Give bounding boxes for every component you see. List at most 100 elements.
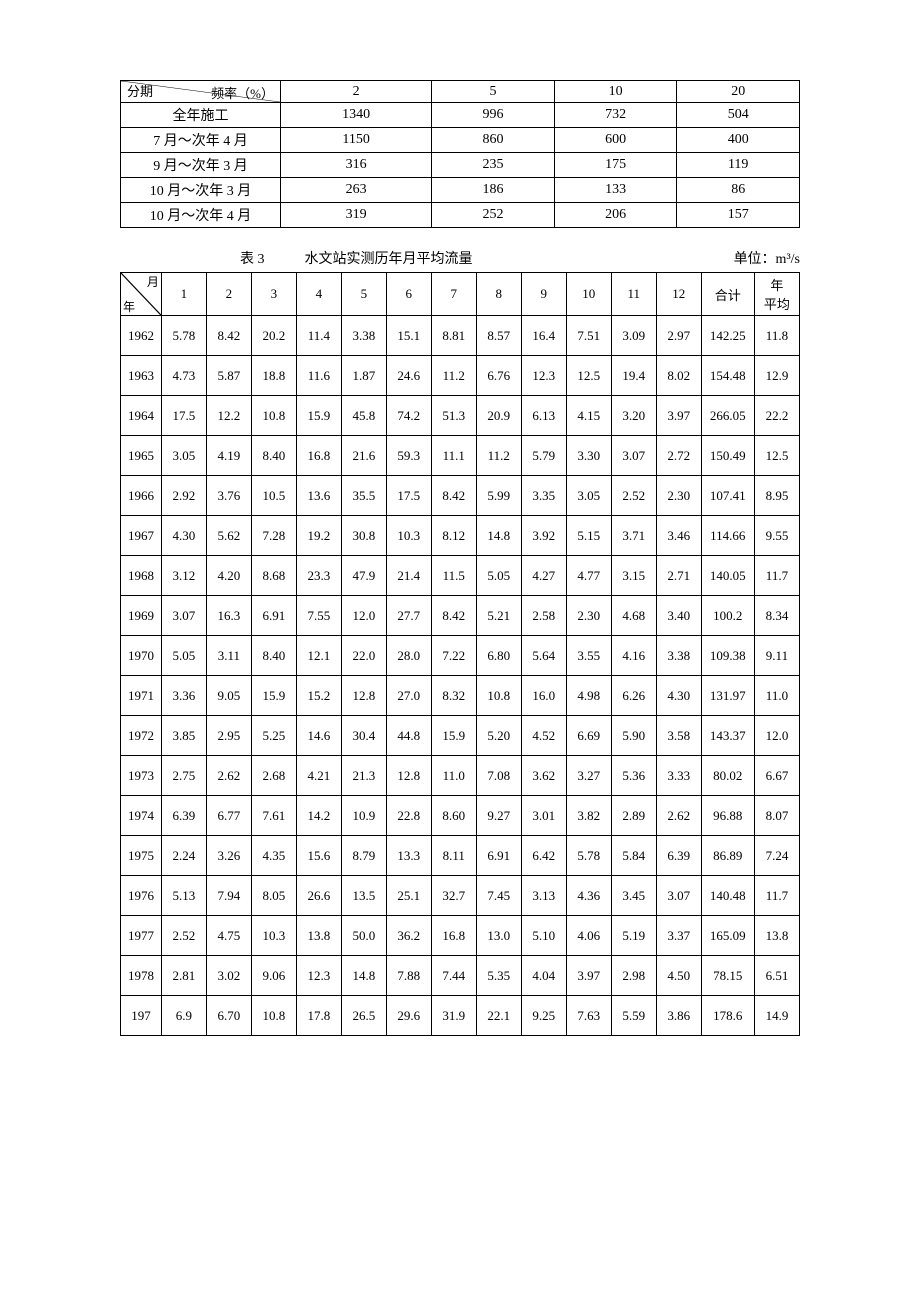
freq-value: 133 (554, 178, 677, 203)
flow-cell: 21.3 (341, 756, 386, 796)
flow-cell: 22.1 (476, 996, 521, 1036)
sum-cell: 96.88 (701, 796, 754, 836)
year-cell: 1975 (121, 836, 162, 876)
month-hdr: 10 (566, 273, 611, 316)
flow-cell: 6.9 (161, 996, 206, 1036)
sum-cell: 165.09 (701, 916, 754, 956)
flow-cell: 6.39 (656, 836, 701, 876)
flow-cell: 15.9 (296, 396, 341, 436)
flow-cell: 4.15 (566, 396, 611, 436)
flow-cell: 35.5 (341, 476, 386, 516)
flow-cell: 3.38 (341, 316, 386, 356)
flow-cell: 45.8 (341, 396, 386, 436)
avg-cell: 9.11 (754, 636, 799, 676)
flow-cell: 9.25 (521, 996, 566, 1036)
year-cell: 1966 (121, 476, 162, 516)
flow-cell: 2.81 (161, 956, 206, 996)
flow-cell: 5.19 (611, 916, 656, 956)
flow-cell: 13.3 (386, 836, 431, 876)
avg-cell: 6.51 (754, 956, 799, 996)
flow-cell: 4.50 (656, 956, 701, 996)
flow-cell: 4.36 (566, 876, 611, 916)
flow-cell: 7.88 (386, 956, 431, 996)
flow-cell: 5.62 (206, 516, 251, 556)
flow-cell: 10.8 (476, 676, 521, 716)
flow-cell: 11.4 (296, 316, 341, 356)
flow-cell: 29.6 (386, 996, 431, 1036)
flow-cell: 3.26 (206, 836, 251, 876)
flow-cell: 7.63 (566, 996, 611, 1036)
flow-cell: 4.27 (521, 556, 566, 596)
flow-cell: 7.08 (476, 756, 521, 796)
flow-cell: 7.22 (431, 636, 476, 676)
month-hdr: 5 (341, 273, 386, 316)
flow-cell: 10.9 (341, 796, 386, 836)
flow-cell: 6.91 (476, 836, 521, 876)
flow-cell: 27.0 (386, 676, 431, 716)
freq-value: 263 (281, 178, 432, 203)
flow-cell: 3.05 (161, 436, 206, 476)
flow-cell: 12.8 (386, 756, 431, 796)
flow-cell: 30.8 (341, 516, 386, 556)
flow-cell: 23.3 (296, 556, 341, 596)
freq-value: 316 (281, 153, 432, 178)
flow-cell: 12.0 (341, 596, 386, 636)
flow-cell: 5.05 (476, 556, 521, 596)
flow-cell: 31.9 (431, 996, 476, 1036)
sum-cell: 143.37 (701, 716, 754, 756)
flow-cell: 3.07 (656, 876, 701, 916)
sum-cell: 100.2 (701, 596, 754, 636)
avg-hdr: 年平均 (754, 273, 799, 316)
flow-cell: 5.13 (161, 876, 206, 916)
flow-cell: 5.64 (521, 636, 566, 676)
flow-cell: 10.8 (251, 996, 296, 1036)
diag-year-label: 年 (123, 298, 135, 315)
flow-cell: 6.80 (476, 636, 521, 676)
flow-cell: 16.4 (521, 316, 566, 356)
sum-cell: 78.15 (701, 956, 754, 996)
flow-cell: 3.45 (611, 876, 656, 916)
flow-cell: 9.27 (476, 796, 521, 836)
year-cell: 197 (121, 996, 162, 1036)
flow-cell: 15.9 (251, 676, 296, 716)
flow-cell: 8.57 (476, 316, 521, 356)
avg-cell: 11.7 (754, 876, 799, 916)
flow-cell: 17.8 (296, 996, 341, 1036)
flow-cell: 8.68 (251, 556, 296, 596)
flow-cell: 8.42 (431, 476, 476, 516)
flow-cell: 19.4 (611, 356, 656, 396)
flow-cell: 3.20 (611, 396, 656, 436)
flow-cell: 3.71 (611, 516, 656, 556)
freq-value: 119 (677, 153, 800, 178)
flow-cell: 10.5 (251, 476, 296, 516)
flow-cell: 2.62 (656, 796, 701, 836)
flow-cell: 5.15 (566, 516, 611, 556)
flow-cell: 4.52 (521, 716, 566, 756)
flow-cell: 2.58 (521, 596, 566, 636)
flow-cell: 13.8 (296, 916, 341, 956)
flow-cell: 4.20 (206, 556, 251, 596)
flow-cell: 9.05 (206, 676, 251, 716)
flow-cell: 3.85 (161, 716, 206, 756)
diag-period-label: 分期 (127, 81, 153, 100)
flow-cell: 11.2 (476, 436, 521, 476)
month-hdr: 12 (656, 273, 701, 316)
flow-cell: 5.87 (206, 356, 251, 396)
flow-cell: 2.89 (611, 796, 656, 836)
year-cell: 1967 (121, 516, 162, 556)
flow-cell: 22.8 (386, 796, 431, 836)
year-cell: 1972 (121, 716, 162, 756)
flow-cell: 14.8 (476, 516, 521, 556)
flow-cell: 6.13 (521, 396, 566, 436)
flow-cell: 2.75 (161, 756, 206, 796)
flow-cell: 4.19 (206, 436, 251, 476)
flow-cell: 2.98 (611, 956, 656, 996)
freq-col: 20 (677, 81, 800, 103)
flow-cell: 3.82 (566, 796, 611, 836)
flow-cell: 12.3 (521, 356, 566, 396)
flow-cell: 3.38 (656, 636, 701, 676)
table-title: 水文站实测历年月平均流量 (265, 248, 734, 268)
year-cell: 1962 (121, 316, 162, 356)
table-number: 表 3 (120, 248, 265, 268)
avg-cell: 7.24 (754, 836, 799, 876)
